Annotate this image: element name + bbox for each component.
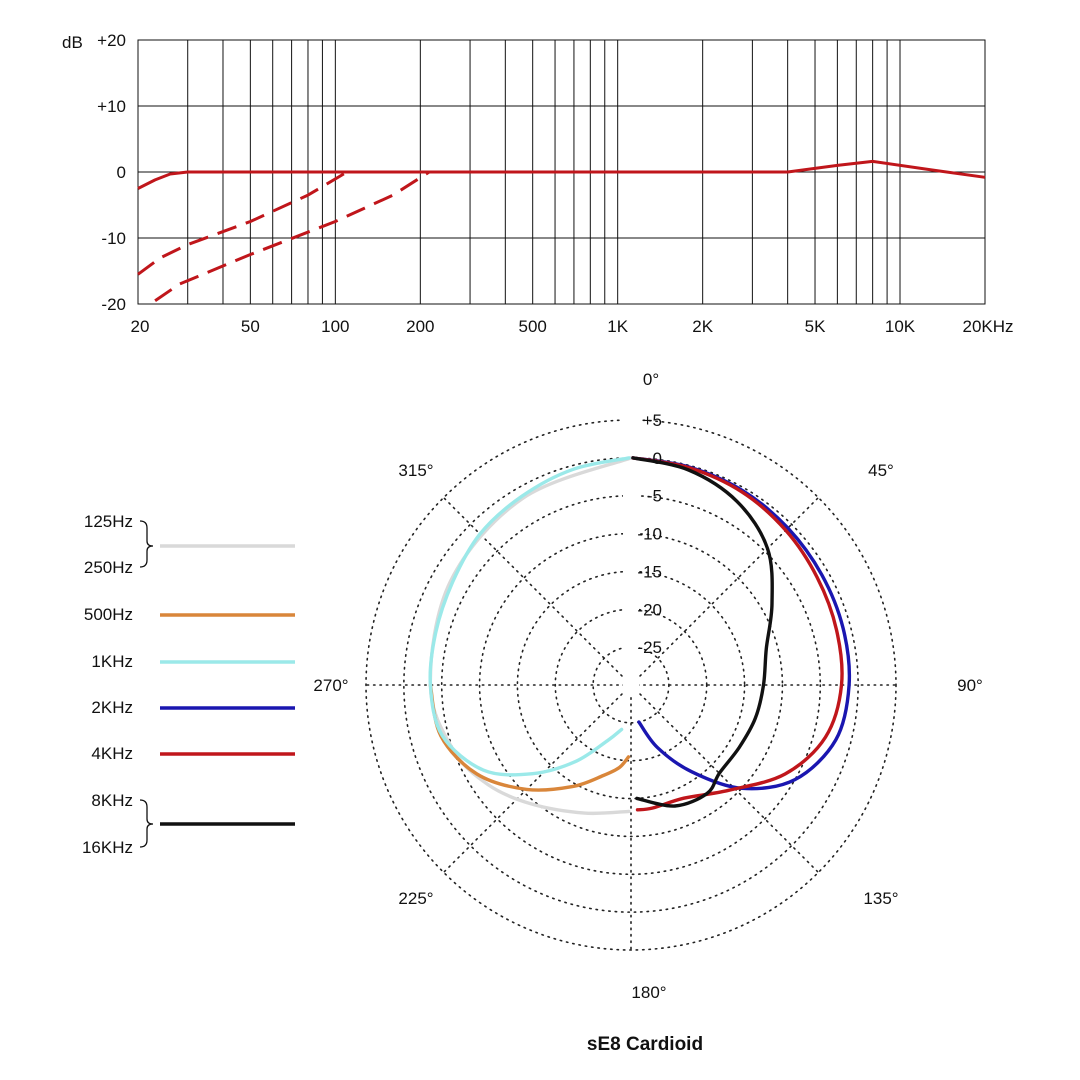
frequency-response-chart: dB +20+100-10-20 20 50 100 200 500 1K 2K 5K 10K 2… <box>62 31 1014 336</box>
y-axis-label: dB <box>62 33 83 52</box>
legend-brace <box>139 520 154 568</box>
angle-label: 270° <box>313 676 348 695</box>
angle-label: 225° <box>398 889 433 908</box>
x-tick-label: 20KHz <box>962 317 1013 336</box>
legend-label: 4KHz <box>91 744 133 763</box>
y-tick-label: +10 <box>97 97 126 116</box>
rolloff-curve-dashed <box>154 170 431 302</box>
legend-label: 125Hz <box>84 512 133 531</box>
polar-ring <box>554 608 708 762</box>
x-tick-label: 50 <box>241 317 260 336</box>
y-tick-label: 0 <box>117 163 126 182</box>
x-tick-label: 200 <box>406 317 434 336</box>
polar-curve <box>631 456 774 808</box>
polar-curve <box>631 456 844 812</box>
frequency-series <box>137 159 986 302</box>
ring-label: -20 <box>637 600 662 619</box>
ring-label-mask <box>623 405 639 695</box>
ring-label: 0 <box>653 449 662 468</box>
legend-label: 2KHz <box>91 698 133 717</box>
angle-label: 180° <box>631 983 666 1002</box>
x-tick-label: 500 <box>518 317 546 336</box>
angle-label: 135° <box>863 889 898 908</box>
x-tick-label: 2K <box>692 317 713 336</box>
ring-label: -10 <box>637 525 662 544</box>
y-tick-labels: +20 +10 0 -10 -20 <box>97 31 126 314</box>
rolloff-curve-dashed <box>137 170 348 276</box>
y-tick-label: -10 <box>101 229 126 248</box>
polar-spoke <box>442 684 632 874</box>
polar-pattern-chart: +5 0 -5 -10 -15 -20 -25 0° 45° 90° 135° 180° 225° 27… <box>82 370 983 1055</box>
polar-spoke <box>442 496 632 686</box>
polar-grid <box>365 405 897 951</box>
polar-curve <box>428 456 633 816</box>
polar-ring <box>516 570 746 800</box>
legend-label: 8KHz <box>91 791 133 810</box>
legend-brace <box>139 799 154 848</box>
angle-label: 45° <box>868 461 894 480</box>
x-tick-label: 5K <box>805 317 826 336</box>
ring-label: -25 <box>637 638 662 657</box>
polar-spoke <box>630 496 820 686</box>
x-tick-label: 100 <box>321 317 349 336</box>
legend-label: 500Hz <box>84 605 133 624</box>
chart-title: sE8 Cardioid <box>587 1034 703 1055</box>
angle-label: 0° <box>643 370 659 389</box>
ring-label: +5 <box>643 411 662 430</box>
legend: 125Hz 250Hz 500Hz 1KHz 2KHz 4KHz 8KHz 16KHz <box>82 512 295 857</box>
polar-series <box>428 456 852 816</box>
angle-label: 315° <box>398 461 433 480</box>
angle-label: 90° <box>957 676 983 695</box>
legend-label: 250Hz <box>84 558 133 577</box>
legend-label: 16KHz <box>82 838 133 857</box>
x-tick-label: 10K <box>885 317 916 336</box>
y-tick-label: -20 <box>101 295 126 314</box>
x-tick-label: 1K <box>607 317 628 336</box>
angle-labels: 0° 45° 90° 135° 180° 225° 270° 315° <box>313 370 982 1002</box>
legend-label: 1KHz <box>91 652 133 671</box>
ring-label: -15 <box>637 562 662 581</box>
polar-ring <box>478 532 784 838</box>
polar-spoke <box>630 684 820 874</box>
x-tick-label: 20 <box>131 317 150 336</box>
ring-labels: +5 0 -5 -10 -15 -20 -25 <box>637 411 662 657</box>
polar-curve <box>428 456 631 777</box>
x-tick-labels: 20 50 100 200 500 1K 2K 5K 10K 20KHz <box>131 317 1014 336</box>
y-tick-label: +20 <box>97 31 126 50</box>
response-curve <box>137 159 986 190</box>
ring-label: -5 <box>647 487 662 506</box>
